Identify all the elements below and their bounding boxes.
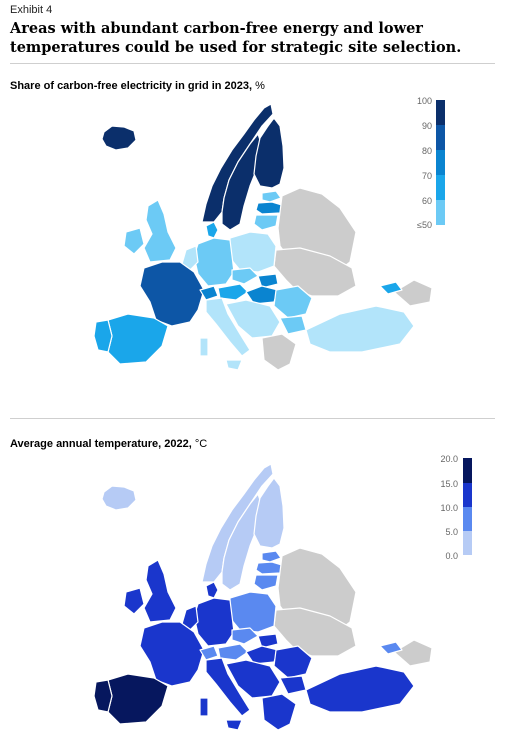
region-ukraine (273, 607, 357, 657)
map2-title-text: Average annual temperature, 2022, (10, 438, 192, 450)
map2-legend-label-0: 0.0 (445, 551, 458, 561)
region-romania (273, 285, 313, 319)
region-france (139, 261, 205, 327)
map2-legend-swatch-0 (463, 458, 472, 483)
region-slovakia (257, 633, 279, 649)
divider-middle (10, 418, 495, 419)
map1-title: Share of carbon-free electricity in grid… (10, 80, 265, 92)
map1-unit: % (255, 80, 265, 92)
region-ireland (123, 587, 145, 615)
region-georgia (379, 281, 403, 295)
region-bulgaria (279, 675, 307, 695)
region-denmark (205, 581, 219, 599)
region-austria (217, 643, 249, 661)
map2-legend-label-15: 15.0 (440, 479, 458, 489)
region-sardinia (199, 697, 209, 717)
region-finland (253, 117, 285, 189)
region-iceland (101, 485, 137, 511)
map1-legend-label-60: 60 (421, 196, 432, 206)
map1-legend-swatch-4 (436, 200, 445, 225)
region-great-britain (143, 199, 177, 263)
region-poland (229, 231, 277, 273)
region-great-britain (143, 559, 177, 623)
region-spain (107, 313, 169, 365)
region-france (139, 621, 205, 687)
map1-legend-label-100: 100 (416, 96, 432, 106)
region-lithuania (253, 574, 279, 591)
map1-carbon-free-share (93, 103, 433, 371)
map1-legend-label-90: 90 (421, 121, 432, 131)
region-finland (253, 477, 285, 549)
map2-title: Average annual temperature, 2022, °C (10, 438, 207, 450)
region-benelux (181, 245, 199, 271)
region-sicily (225, 719, 243, 731)
region-spain (107, 673, 169, 725)
map1-legend-label-80: 80 (421, 146, 432, 156)
region-greece (261, 333, 297, 371)
region-austria (217, 283, 249, 301)
map2-legend-swatch-3 (463, 531, 472, 555)
headline: Areas with abundant carbon-free energy a… (10, 20, 462, 56)
map1-legend-swatch-1 (436, 125, 445, 150)
region-benelux (181, 605, 199, 631)
map2-legend-swatch-1 (463, 483, 472, 507)
region-czechia (231, 267, 259, 285)
divider-top (10, 63, 495, 64)
map2-legend-swatch-2 (463, 507, 472, 531)
region-switzerland (199, 285, 219, 301)
region-slovakia (257, 273, 279, 289)
region-turkey (305, 665, 415, 713)
region-greece (261, 693, 297, 731)
region-balkans (225, 299, 281, 339)
region-bulgaria (279, 315, 307, 335)
map1-legend-label-50: ≤50 (417, 220, 432, 230)
region-estonia (261, 550, 282, 563)
region-portugal (93, 319, 113, 353)
map2-average-temperature (93, 463, 433, 731)
region-poland (229, 591, 277, 633)
region-caucasus (393, 279, 433, 307)
region-lithuania (253, 214, 279, 231)
map2-legend-label-10: 10.0 (440, 503, 458, 513)
region-georgia (379, 641, 403, 655)
region-italy (205, 657, 251, 717)
map1-legend-swatch-2 (436, 150, 445, 175)
map2-legend-label-5: 5.0 (445, 527, 458, 537)
region-italy (205, 297, 251, 357)
region-ireland (123, 227, 145, 255)
region-caucasus (393, 639, 433, 667)
region-portugal (93, 679, 113, 713)
region-balkans (225, 659, 281, 699)
map2-legend-label-20: 20.0 (440, 454, 458, 464)
exhibit-label: Exhibit 4 (10, 4, 53, 16)
map1-legend-label-70: 70 (421, 171, 432, 181)
region-sardinia (199, 337, 209, 357)
region-latvia (255, 561, 283, 575)
region-ukraine (273, 247, 357, 297)
region-switzerland (199, 645, 219, 661)
region-romania (273, 645, 313, 679)
map2-unit: °C (194, 438, 208, 450)
region-estonia (261, 190, 282, 203)
region-germany (193, 237, 235, 287)
region-turkey (305, 305, 415, 353)
region-germany (193, 597, 235, 647)
region-latvia (255, 201, 283, 215)
map1-title-text: Share of carbon-free electricity in grid… (10, 80, 253, 92)
region-iceland (101, 125, 137, 151)
region-sicily (225, 359, 243, 371)
map1-legend-swatch-3 (436, 175, 445, 200)
map1-legend-swatch-0 (436, 100, 445, 125)
region-denmark (205, 221, 219, 239)
region-czechia (231, 627, 259, 645)
